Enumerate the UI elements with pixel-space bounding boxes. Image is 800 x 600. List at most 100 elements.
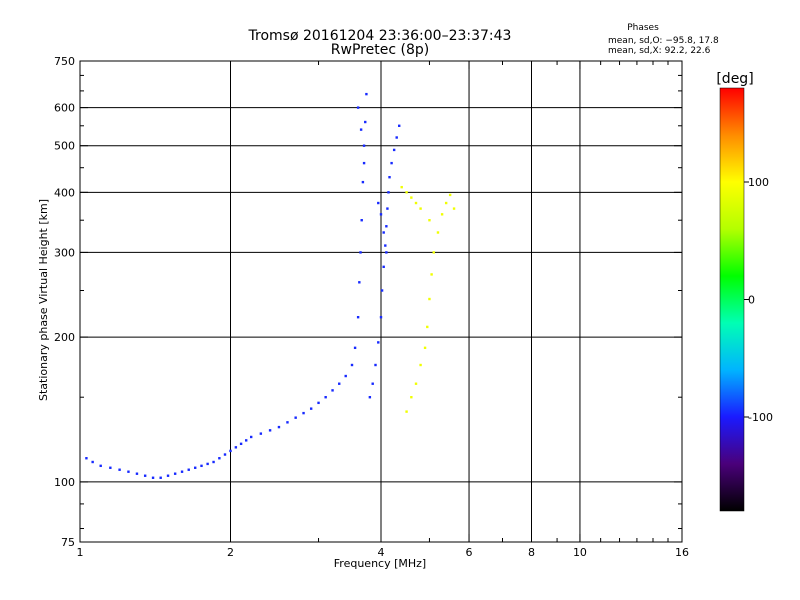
data-point	[365, 92, 368, 96]
data-point	[385, 251, 388, 254]
y-tick-label: 75	[61, 536, 75, 549]
data-point	[428, 297, 431, 301]
x-tick-label: 4	[378, 546, 385, 559]
data-point	[440, 213, 444, 216]
data-point	[187, 468, 190, 471]
data-point	[360, 219, 363, 222]
data-point	[436, 231, 440, 234]
data-point	[268, 429, 272, 432]
data-point	[151, 476, 155, 479]
data-point	[448, 193, 452, 197]
data-point	[430, 273, 433, 276]
data-point	[386, 207, 389, 210]
stats-o-mode: mean, sd,O: −95.8, 17.8	[608, 36, 719, 46]
y-tick-label: 300	[54, 246, 75, 259]
y-tick-label: 500	[54, 140, 75, 153]
chart-title-line1: Tromsø 20161204 23:36:00–23:37:43	[248, 28, 512, 44]
data-point	[356, 106, 360, 109]
plot-area: 1 2 4 6 8 10 16 75 100 200 300 400 500 600 750	[54, 55, 689, 559]
data-point	[259, 432, 263, 435]
data-point	[294, 416, 297, 419]
data-point	[410, 396, 413, 399]
x-tick-label: 16	[675, 546, 689, 559]
x-tick-label: 8	[528, 546, 535, 559]
data-point	[317, 401, 320, 405]
data-point	[159, 476, 162, 479]
data-point	[309, 407, 313, 410]
data-point	[239, 442, 243, 446]
data-point	[362, 161, 366, 165]
data-point	[200, 464, 203, 468]
data-point	[344, 374, 347, 378]
data-point	[432, 251, 435, 254]
data-point	[143, 474, 147, 477]
y-tick-label: 100	[54, 476, 75, 489]
data-point	[353, 346, 357, 350]
data-point	[109, 466, 112, 469]
stats-x-mode: mean, sd,X: 92.2, 22.6	[608, 46, 711, 56]
data-point	[392, 148, 396, 152]
data-point	[218, 457, 221, 460]
data-points	[85, 92, 456, 479]
data-point	[286, 421, 289, 424]
data-point	[364, 120, 367, 124]
data-point	[358, 281, 361, 284]
data-point	[338, 382, 341, 385]
data-point	[387, 191, 390, 194]
data-point	[428, 219, 431, 222]
grid-lines	[80, 61, 682, 542]
colorbar: [deg] -100 0 100	[716, 71, 773, 512]
x-axis: 1 2 4 6 8 10 16	[77, 61, 689, 559]
data-point	[395, 136, 398, 139]
data-point	[91, 460, 94, 464]
data-point	[379, 315, 383, 319]
colorbar-tick-label: 0	[748, 294, 755, 307]
y-tick-label: 750	[54, 55, 75, 68]
data-point	[359, 251, 362, 254]
data-point	[385, 225, 388, 228]
data-point	[444, 201, 448, 205]
data-point	[302, 411, 305, 415]
data-point	[277, 425, 281, 429]
data-point	[382, 231, 385, 234]
data-point	[374, 363, 377, 367]
data-point	[245, 439, 248, 442]
data-point	[398, 124, 401, 127]
data-point	[118, 468, 121, 471]
colorbar-label: [deg]	[716, 71, 753, 87]
data-point	[410, 196, 413, 199]
colorbar-tick-label: -100	[748, 411, 773, 424]
data-point	[166, 474, 170, 477]
data-point	[426, 325, 429, 329]
data-point	[377, 201, 380, 205]
x-tick-label: 6	[466, 546, 473, 559]
data-point	[405, 410, 408, 413]
data-point	[423, 346, 427, 350]
data-point	[419, 207, 422, 210]
data-point	[400, 185, 403, 189]
y-tick-label: 600	[54, 102, 75, 115]
data-point	[382, 265, 385, 269]
data-point	[419, 363, 422, 367]
colorbar-ticks: -100 0 100	[744, 176, 773, 424]
x-axis-label: Frequency [MHz]	[334, 557, 426, 570]
data-point	[362, 144, 366, 147]
data-point	[135, 472, 139, 475]
data-point	[127, 470, 130, 473]
data-point	[368, 396, 372, 399]
data-point	[331, 389, 334, 392]
data-point	[85, 457, 88, 460]
data-point	[99, 464, 102, 468]
y-tick-label: 400	[54, 186, 75, 199]
data-point	[249, 435, 253, 439]
data-point	[452, 207, 456, 210]
x-tick-label: 10	[573, 546, 587, 559]
data-point	[405, 191, 408, 194]
data-point	[356, 315, 360, 319]
data-point	[350, 363, 354, 367]
y-axis: 75 100 200 300 400 500 600 750	[54, 55, 682, 549]
data-point	[379, 213, 383, 216]
data-point	[414, 201, 418, 205]
data-point	[359, 128, 363, 131]
